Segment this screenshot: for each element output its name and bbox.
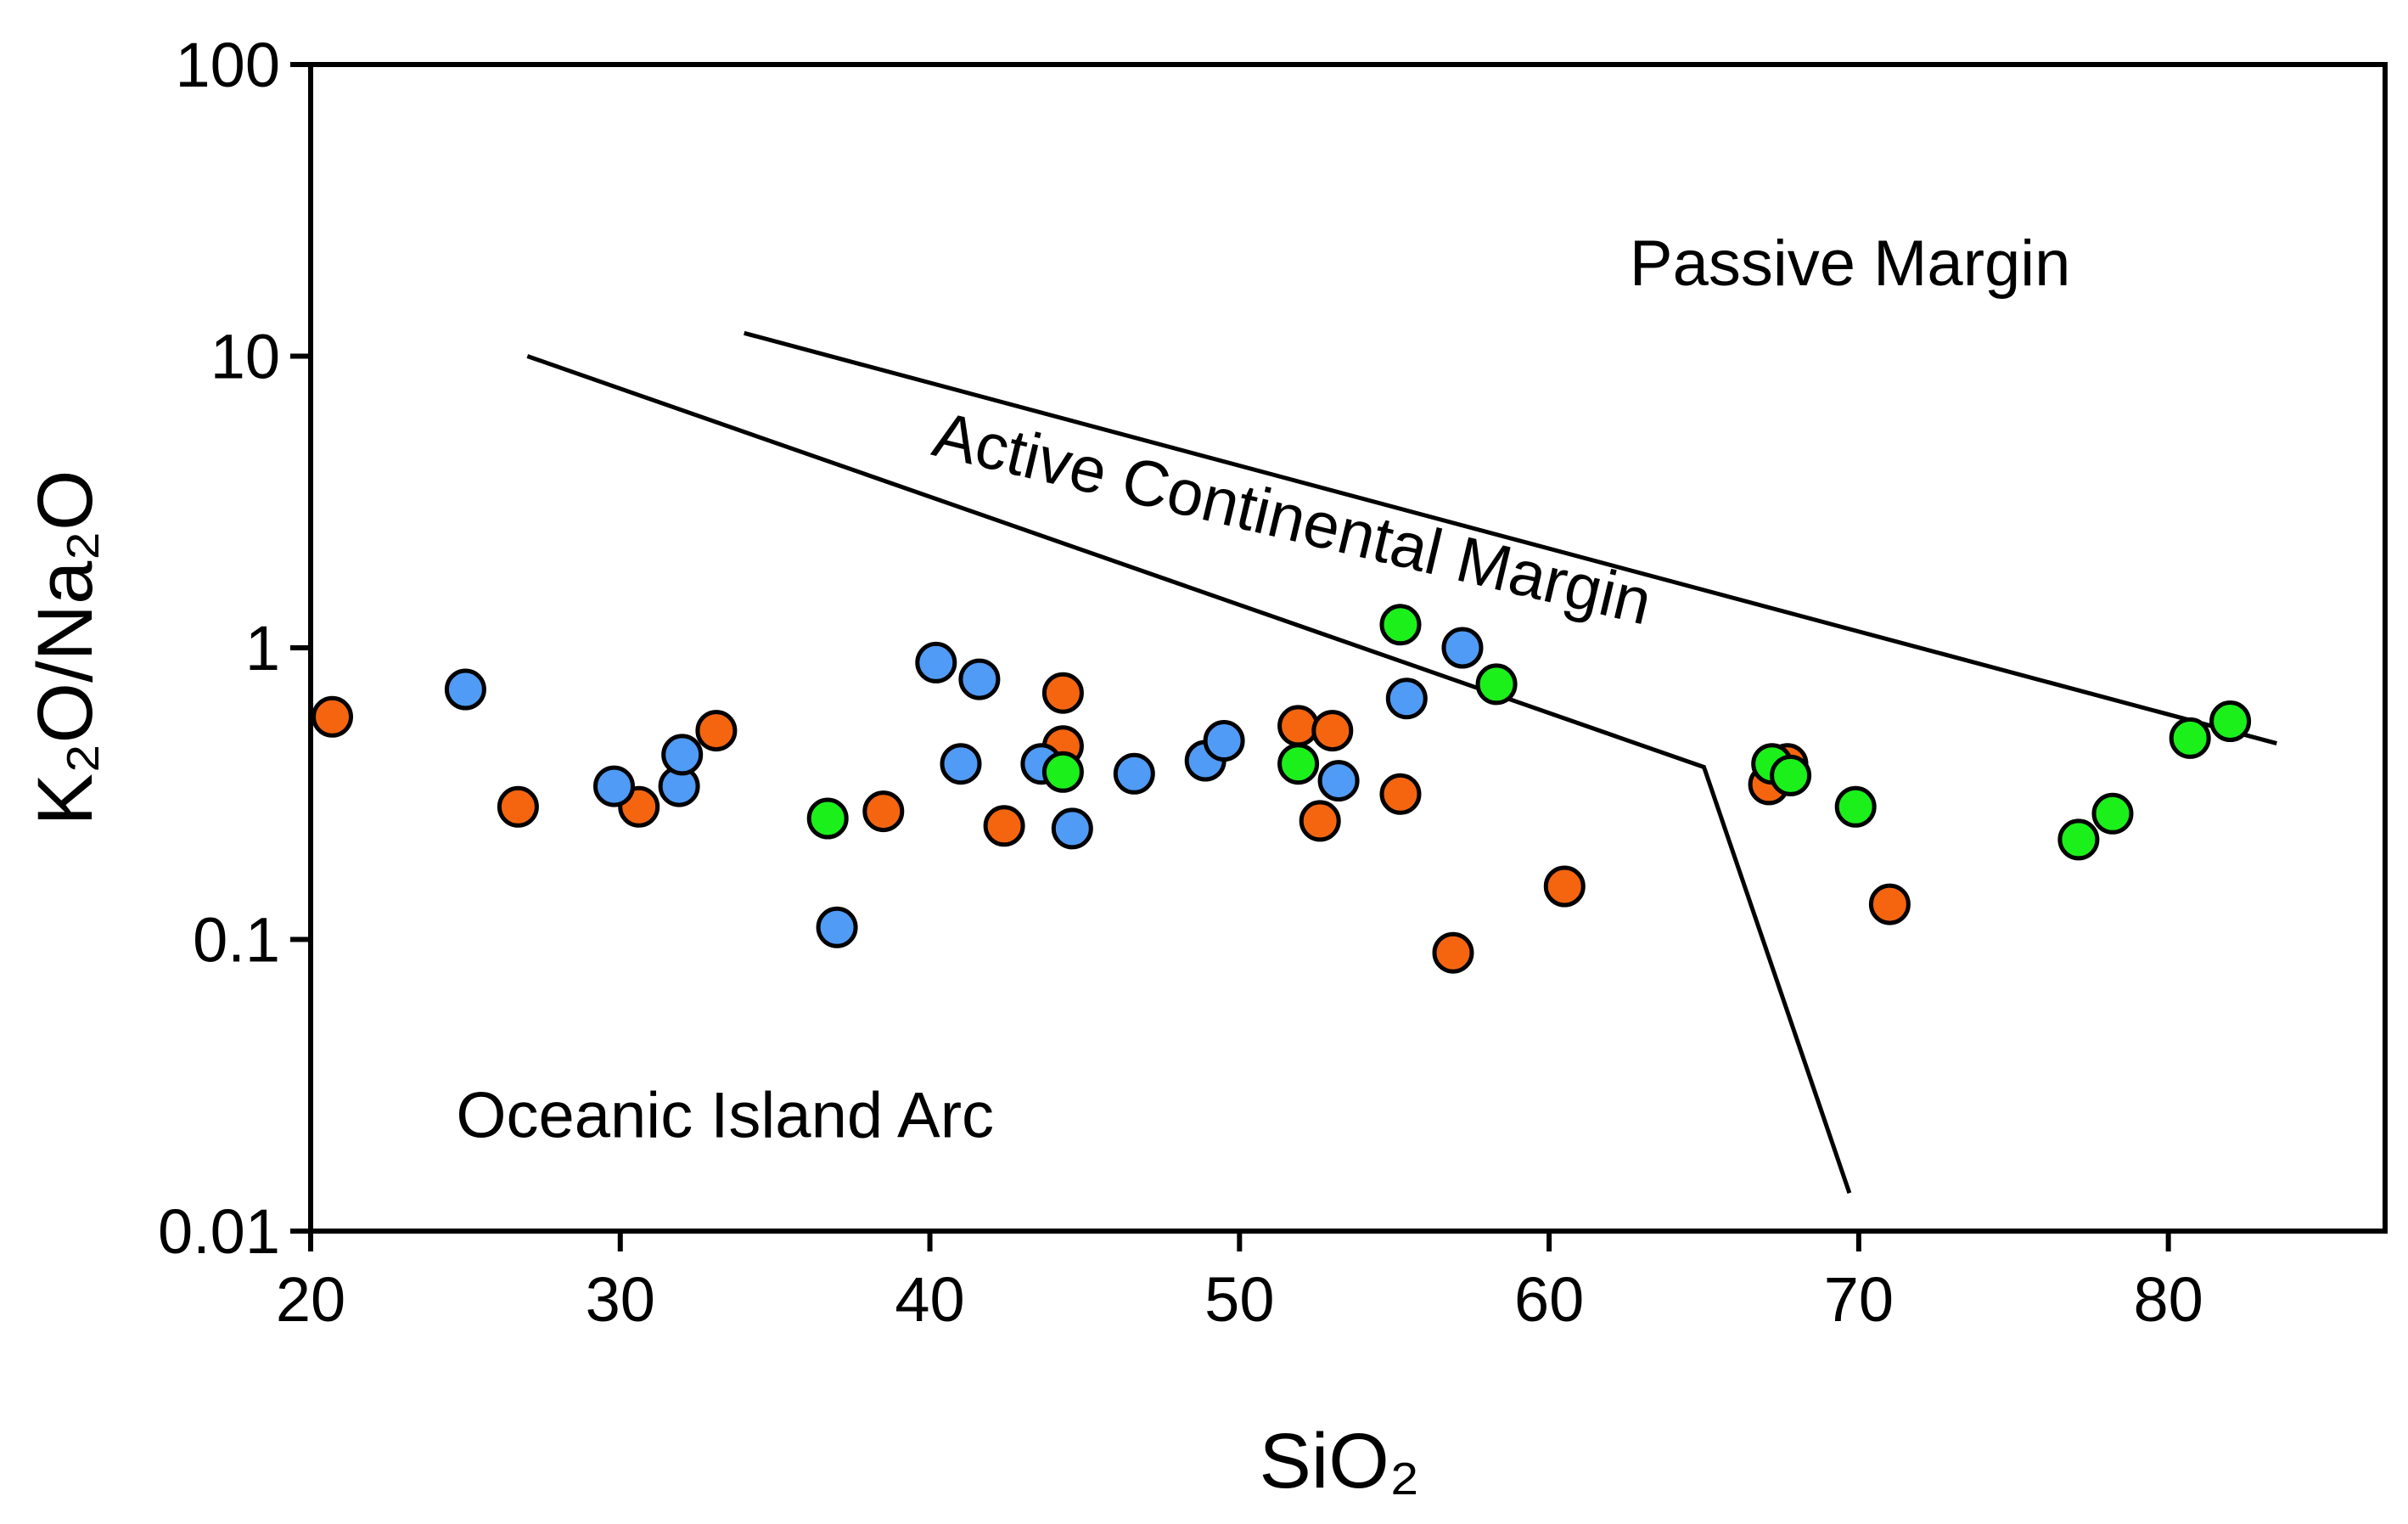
y-tick-label: 0.01 — [158, 1196, 280, 1267]
orange-point — [983, 805, 1025, 847]
blue-series — [444, 627, 1484, 948]
y-tick-label: 1 — [245, 613, 280, 683]
x-axis-title: SiO₂ — [1259, 1418, 1419, 1504]
green-point — [2169, 717, 2211, 759]
green-point — [1834, 785, 1877, 828]
blue-point — [1441, 627, 1484, 669]
axes: 20 30 40 50 60 70 80 0.01 0.1 1 10 100 — [158, 30, 2388, 1335]
blue-point — [661, 734, 704, 776]
blue-point — [1385, 678, 1428, 720]
x-tick-label: 30 — [586, 1264, 655, 1335]
green-series — [806, 604, 2252, 861]
y-axis-title: K₂O/Na₂O — [22, 470, 109, 825]
orange-point — [862, 790, 905, 833]
orange-point — [497, 785, 539, 828]
orange-point — [1543, 865, 1586, 908]
orange-series — [312, 672, 1911, 974]
orange-point — [1379, 773, 1422, 815]
x-tick-label: 20 — [276, 1264, 345, 1335]
y-tick-label: 0.1 — [193, 905, 280, 976]
orange-point — [312, 695, 353, 738]
oceanic-island-arc-label: Oceanic Island Arc — [456, 1079, 994, 1151]
green-point — [1379, 604, 1422, 646]
blue-point — [915, 641, 957, 683]
passive-margin-label: Passive Margin — [1630, 228, 2071, 300]
green-point — [1475, 663, 1518, 706]
blue-point — [1051, 807, 1093, 850]
orange-point — [1299, 800, 1341, 842]
orange-point — [1041, 672, 1084, 714]
x-tick-label: 60 — [1514, 1264, 1584, 1335]
blue-point — [1317, 760, 1360, 802]
y-tick-label: 10 — [210, 322, 280, 392]
blue-point — [1113, 752, 1155, 795]
green-point — [1770, 754, 1812, 796]
blue-point — [1203, 720, 1245, 762]
green-point — [2057, 818, 2100, 861]
orange-point — [1277, 705, 1320, 747]
blue-point — [816, 906, 858, 948]
green-point — [806, 797, 849, 840]
x-tick-label: 80 — [2134, 1264, 2203, 1335]
blue-point — [940, 743, 982, 785]
green-point — [2209, 700, 2252, 742]
orange-point — [1868, 883, 1911, 925]
blue-point — [593, 765, 635, 807]
lower-boundary — [526, 354, 1852, 1195]
blue-point — [444, 668, 486, 711]
orange-point — [1311, 710, 1354, 752]
data-points — [312, 604, 2252, 974]
green-point — [1041, 751, 1084, 793]
upper-boundary — [744, 330, 2277, 746]
orange-point — [695, 710, 738, 752]
x-tick-label: 70 — [1824, 1264, 1894, 1335]
y-tick-label: 100 — [176, 30, 280, 100]
green-point — [2091, 792, 2134, 835]
boundary-lines — [526, 330, 2277, 1195]
active-continental-margin-label: Active Continental Margin — [927, 398, 1659, 638]
region-labels: Passive Margin Active Continental Margin O… — [456, 228, 2070, 1151]
x-tick-label: 50 — [1204, 1264, 1274, 1335]
blue-point — [958, 658, 1001, 700]
plot-frame — [308, 62, 2388, 1234]
orange-point — [1432, 931, 1474, 974]
green-point — [1277, 743, 1320, 785]
x-tick-label: 40 — [895, 1264, 964, 1335]
